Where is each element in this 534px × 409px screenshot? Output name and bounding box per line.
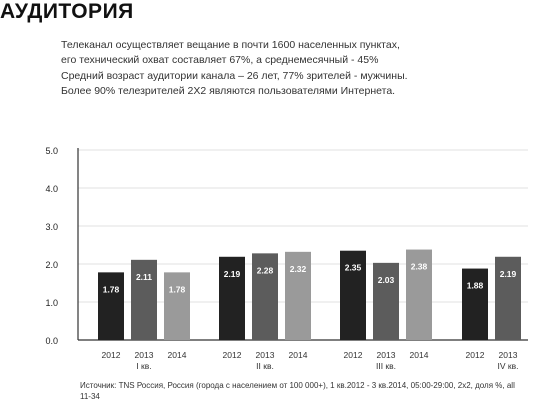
y-tick-label: 2.0 <box>45 260 58 270</box>
x-quarter-label: I кв. <box>136 361 151 371</box>
bar-2012 <box>219 256 245 340</box>
bar-data-label: 2.11 <box>136 272 152 282</box>
x-year-label: 2013 <box>135 350 154 360</box>
x-year-label: 2012 <box>223 350 242 360</box>
intro-line: Более 90% телезрителей 2Х2 являются поль… <box>61 85 396 98</box>
y-tick-label: 1.0 <box>45 298 58 308</box>
y-tick-label: 4.0 <box>45 184 58 194</box>
bar-2012 <box>462 268 488 340</box>
x-year-label: 2012 <box>466 350 485 360</box>
bar-2012 <box>98 272 124 340</box>
x-quarter-label: II кв. <box>256 361 274 371</box>
x-year-label: 2014 <box>289 350 308 360</box>
bar-data-label: 1.78 <box>169 284 186 294</box>
x-year-label: 2012 <box>344 350 363 360</box>
bar-2013 <box>495 256 521 340</box>
x-year-label: 2013 <box>256 350 275 360</box>
y-tick-label: 5.0 <box>45 146 58 156</box>
bar-data-label: 2.28 <box>257 265 274 275</box>
page-title: АУДИТОРИЯ <box>0 0 134 23</box>
x-year-label: 2013 <box>499 350 518 360</box>
bar-data-label: 2.19 <box>500 269 517 279</box>
x-year-label: 2013 <box>377 350 396 360</box>
bar-2013 <box>373 262 399 340</box>
x-year-label: 2014 <box>410 350 429 360</box>
y-tick-label: 0.0 <box>45 336 58 346</box>
bar-2014 <box>285 251 311 340</box>
x-quarter-label: III кв. <box>376 361 396 371</box>
bar-data-label: 1.78 <box>103 284 120 294</box>
source-note: Источник: TNS Россия, Россия (города с н… <box>80 381 515 401</box>
bar-data-label: 2.35 <box>345 263 362 273</box>
intro-line: Средний возраст аудитории канала – 26 ле… <box>61 69 408 82</box>
intro-line: Телеканал осуществляет вещание в почти 1… <box>61 39 400 51</box>
x-year-label: 2012 <box>102 350 121 360</box>
bar-data-label: 2.19 <box>224 269 241 279</box>
bar-data-label: 1.88 <box>467 281 484 291</box>
x-quarter-label: IV кв. <box>498 361 519 371</box>
y-tick-label: 3.0 <box>45 222 58 232</box>
bar-2012 <box>340 250 366 340</box>
bar-data-label: 2.32 <box>290 264 307 274</box>
bar-2013 <box>131 259 157 340</box>
bar-data-label: 2.38 <box>411 262 428 272</box>
bar-data-label: 2.03 <box>378 275 395 285</box>
intro-line: его технический охват составляет 67%, а … <box>61 54 379 67</box>
intro-text: Телеканал осуществляет вещание в почти 1… <box>61 38 481 100</box>
audience-share-bar-chart: 0.0 1.0 2.0 3.0 4.0 5.0 1.78 2012 2.11 2013 1.78 20… <box>45 146 528 371</box>
bar-2014 <box>406 249 432 340</box>
x-year-label: 2014 <box>168 350 187 360</box>
bar-2014 <box>164 272 190 340</box>
bar-2013 <box>252 253 278 340</box>
